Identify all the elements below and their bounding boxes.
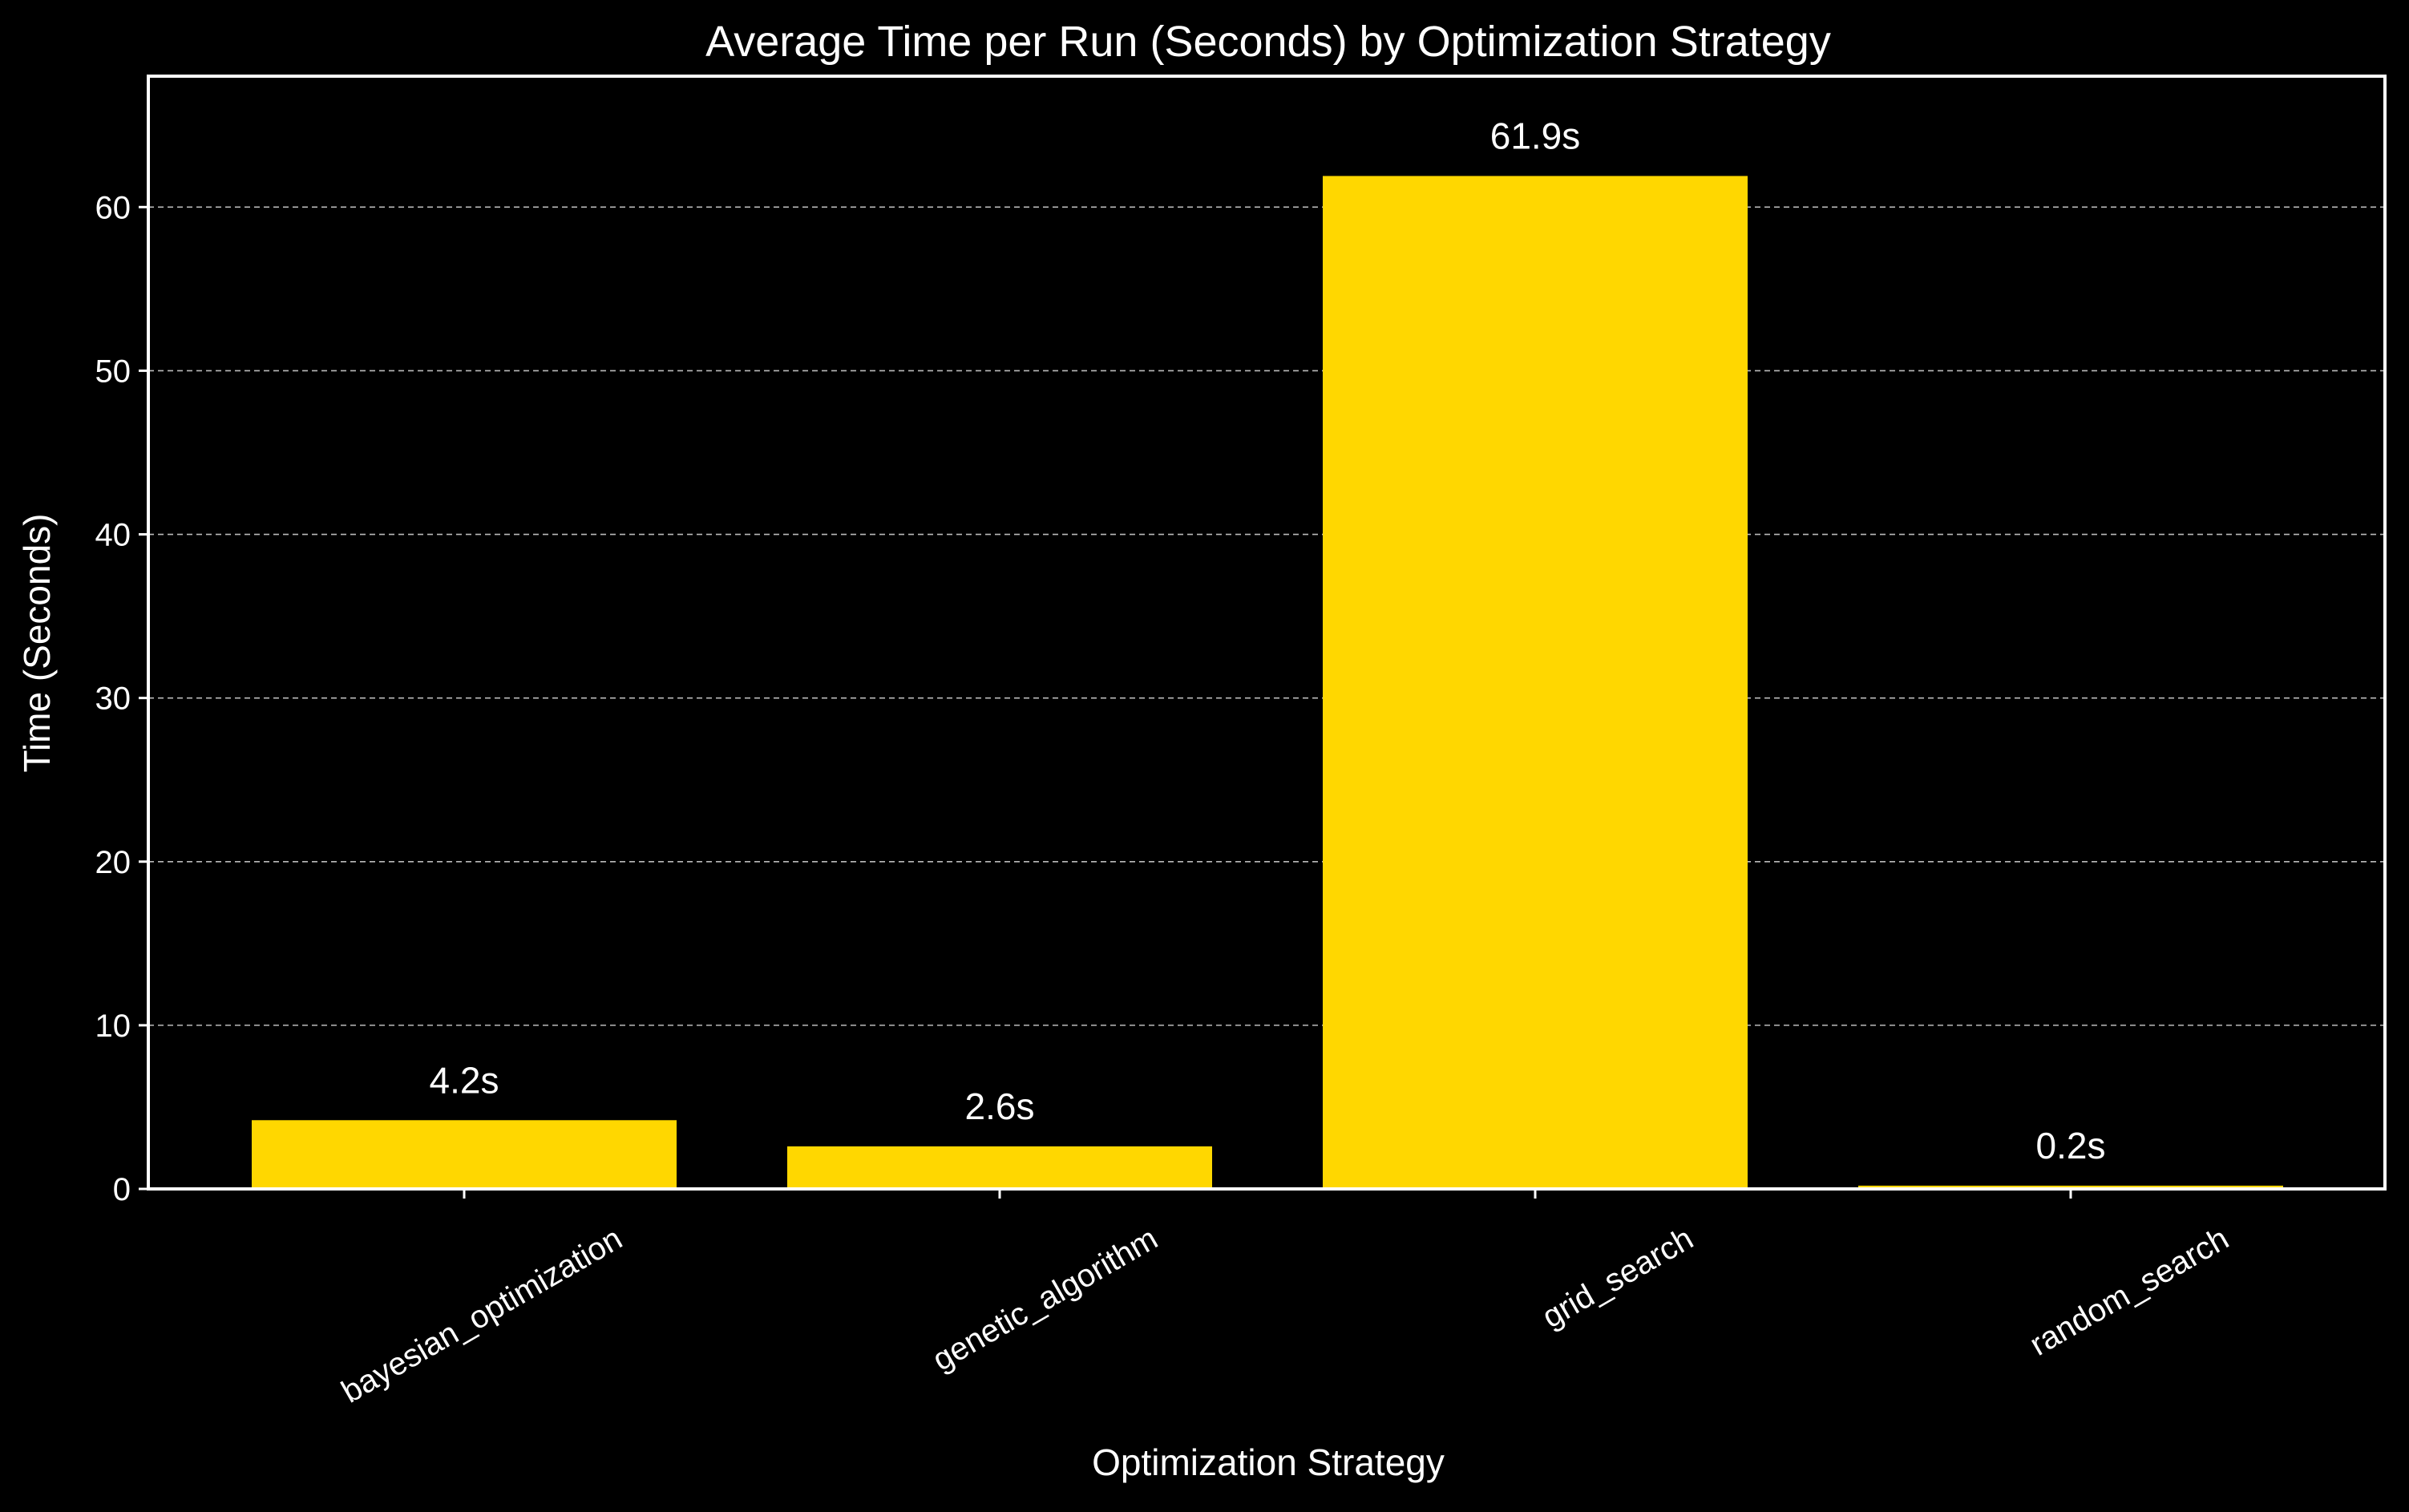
x-axis-label: Optimization Strategy xyxy=(1092,1441,1445,1483)
y-tick-label: 10 xyxy=(95,1009,131,1044)
y-tick-label: 30 xyxy=(95,681,131,717)
y-tick-label: 20 xyxy=(95,845,131,880)
y-tick-label: 0 xyxy=(113,1172,131,1207)
data-labels: 4.2s 2.6s 61.9s 0.2s xyxy=(430,115,2106,1166)
bar-genetic-algorithm xyxy=(787,1146,1212,1189)
plot-frame xyxy=(147,75,2387,1191)
y-axis-label: Time (Seconds) xyxy=(16,514,58,773)
data-label-genetic-algorithm: 2.6s xyxy=(965,1085,1035,1127)
y-tick-label: 50 xyxy=(95,354,131,389)
gridlines xyxy=(148,206,2385,1026)
data-label-bayesian-optimization: 4.2s xyxy=(430,1059,499,1101)
chart-title: Average Time per Run (Seconds) by Optimi… xyxy=(705,18,1831,66)
bar-grid-search xyxy=(1323,176,1748,1190)
bars xyxy=(252,176,2283,1190)
y-tick-label: 60 xyxy=(95,190,131,225)
bar-random-search xyxy=(1858,1185,2283,1189)
y-axis-ticks: 0 10 20 30 40 50 60 xyxy=(95,190,148,1207)
data-label-grid-search: 61.9s xyxy=(1490,115,1581,157)
data-label-random-search: 0.2s xyxy=(2036,1125,2106,1166)
bar-bayesian-optimization xyxy=(252,1120,677,1189)
y-tick-label: 40 xyxy=(95,518,131,553)
